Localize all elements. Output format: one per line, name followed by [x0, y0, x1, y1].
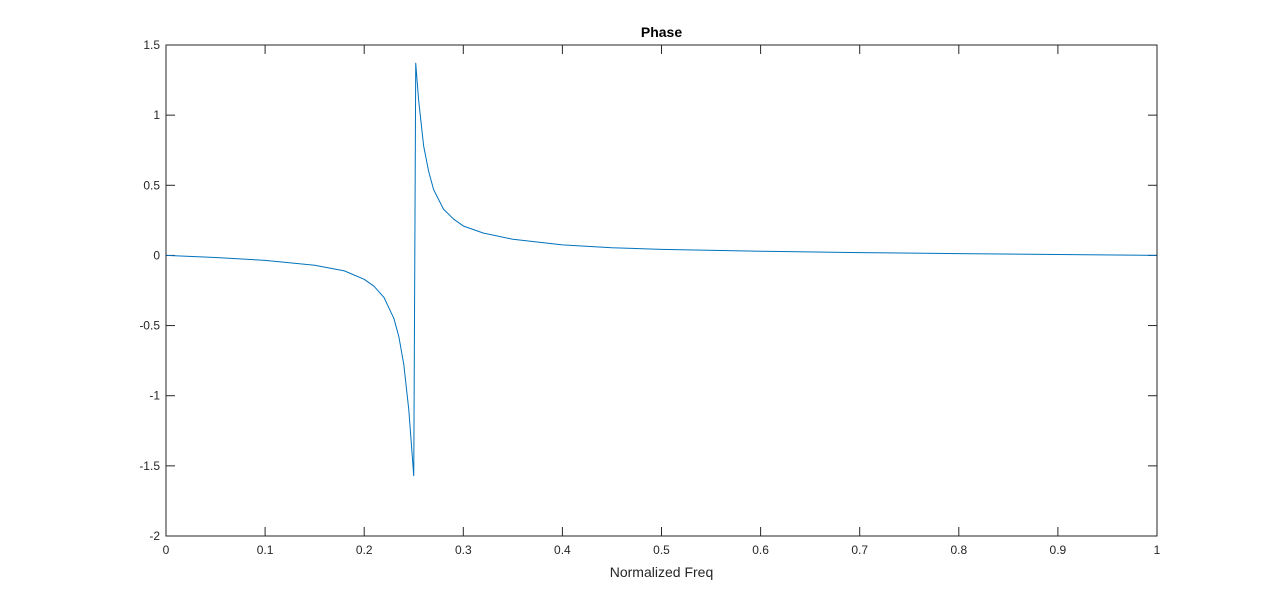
chart-title: Phase: [641, 24, 682, 40]
x-tick-label: 0: [163, 543, 170, 557]
y-tick-label: 1: [153, 108, 160, 122]
x-tick-label: 0.2: [356, 543, 373, 557]
x-tick-label: 0.5: [653, 543, 670, 557]
x-tick-label: 0.8: [950, 543, 967, 557]
y-tick-label: -2: [149, 529, 160, 543]
phase-series-line: [165, 62, 1158, 477]
y-tick-label: 1.5: [143, 38, 160, 52]
x-axis-title: Normalized Freq: [610, 564, 713, 580]
x-tick-label: 0.4: [554, 543, 571, 557]
tick-labels: 0 0.1 0.2 0.3 0.4 0.5 0.6 0.7 0.8 0.9 1 -2 -1.5 -1 -0.…: [139, 38, 1160, 557]
y-tick-label: -1.5: [139, 459, 160, 473]
y-tick-label: -0.5: [139, 319, 160, 333]
plot-box: [165, 44, 1158, 537]
x-tick-label: 0.1: [257, 543, 274, 557]
plot-area-background: [166, 45, 1157, 536]
x-tick-label: 0.6: [752, 543, 769, 557]
x-tick-label: 0.3: [455, 543, 472, 557]
x-tick-label: 0.7: [851, 543, 868, 557]
x-tick-label: 1: [1154, 543, 1161, 557]
x-tick-label: 0.9: [1050, 543, 1067, 557]
y-tick-label: -1: [149, 389, 160, 403]
y-tick-label: 0: [153, 248, 160, 262]
y-tick-label: 0.5: [143, 178, 160, 192]
